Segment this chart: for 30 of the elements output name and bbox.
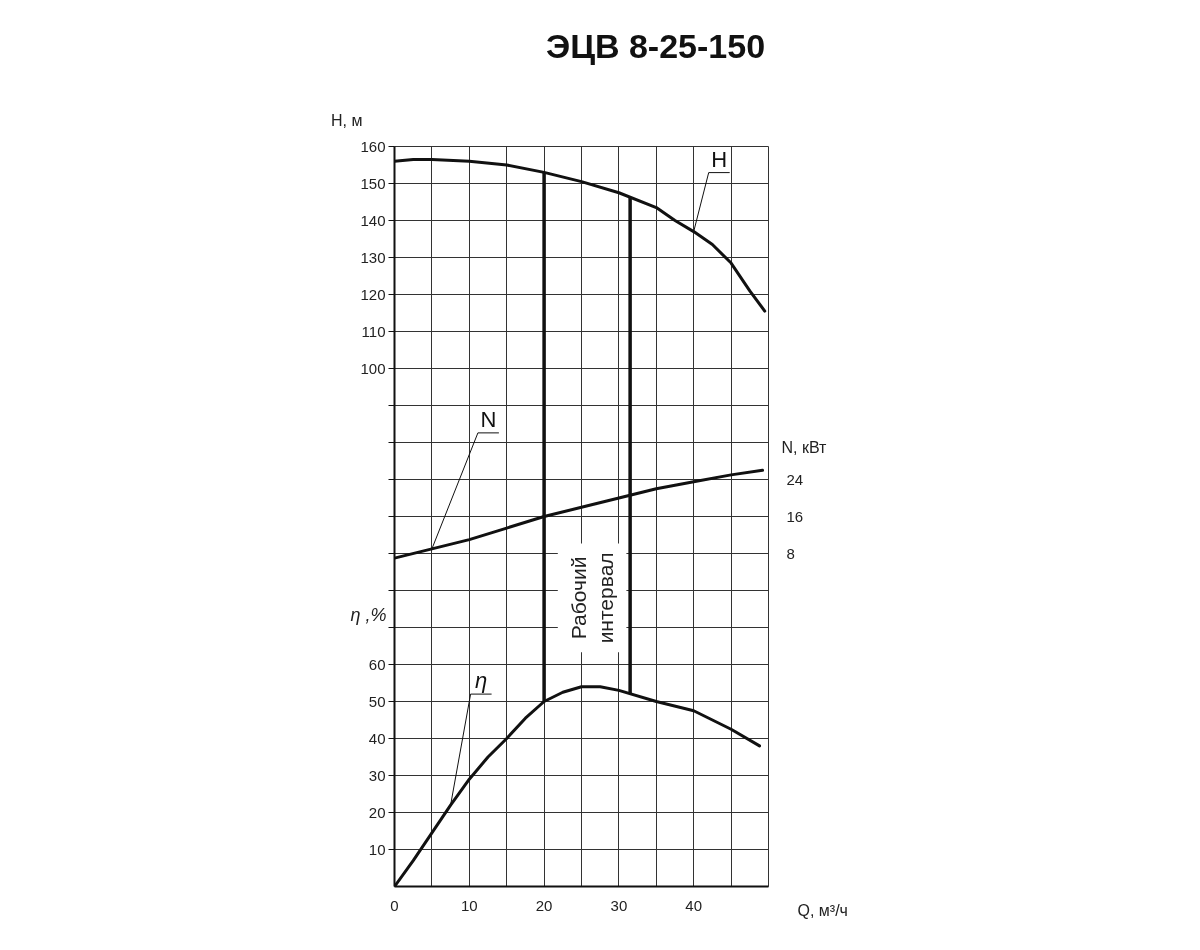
y-tick-label: 140 [360,211,386,229]
y3-tick-label: 20 [368,803,386,821]
y2-tick-label: 24 [786,470,804,488]
x-tick-label: 0 [390,896,399,914]
x-tick-label: 30 [610,896,628,914]
text: H [711,146,728,172]
text: η [474,668,488,694]
y-tick-label: 150 [360,174,386,192]
x-tick-label: 10 [460,896,478,914]
y3-axis-title: η ,% [350,604,387,625]
ref-line-label: Рабочий интервал [566,552,618,644]
y3-tick-label: 10 [368,840,386,858]
y-axis-title: H, м [331,112,363,129]
x-tick-label: 40 [685,896,703,914]
x-tick-label: 20 [535,896,553,914]
x-axis-title: Q, м³/ч [797,902,848,919]
y-tick-label: 100 [360,359,386,377]
y-tick-label: 160 [360,137,386,155]
y3-tick-label: 60 [368,655,386,673]
y2-axis-title: N, кВт [781,439,828,456]
y-tick-label: 110 [361,322,386,340]
y-tick-label: 120 [360,285,386,303]
y2-tick-label: 16 [786,507,804,525]
chart-title: ЭЦВ 8-25-150 [545,26,766,65]
y-tick-label: 130 [360,248,386,266]
y2-tick-label: 8 [786,544,795,562]
y3-tick-label: 30 [368,766,386,784]
y3-tick-label: 40 [368,729,386,747]
y3-tick-label: 50 [368,692,386,710]
text: N [480,406,497,432]
